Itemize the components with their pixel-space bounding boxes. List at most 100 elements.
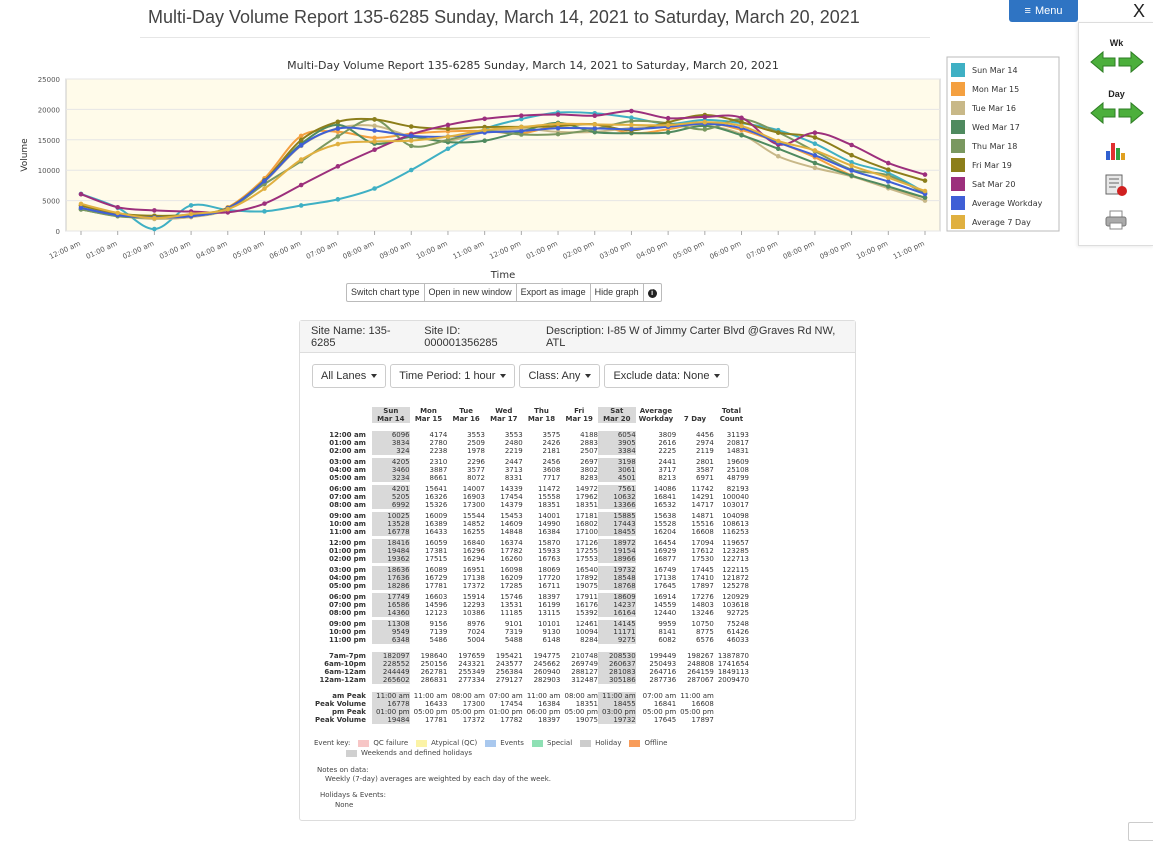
data-point [775, 138, 781, 144]
legend-label[interactable]: Mon Mar 15 [972, 85, 1019, 94]
row-label: 05:00 pm [328, 582, 366, 590]
legend-swatch[interactable] [951, 215, 965, 229]
notes-text: Weekly (7-day) averages are weighted by … [325, 775, 552, 783]
data-point [886, 160, 891, 166]
table-cell: 256384 [495, 668, 523, 676]
table-cell: 17749 [371, 591, 410, 601]
data-point [298, 137, 304, 143]
x-tick-label: 10:00 am [415, 239, 449, 260]
info-button[interactable]: i [644, 284, 661, 301]
data-point [886, 167, 891, 172]
hide-graph-button[interactable]: Hide graph [591, 284, 644, 301]
table-cell: 15746 [500, 593, 523, 601]
legend-label[interactable]: Fri Mar 19 [972, 161, 1012, 170]
data-point [408, 133, 414, 139]
legend-label[interactable]: Sat Mar 20 [972, 180, 1015, 189]
print-icon[interactable] [1104, 209, 1128, 231]
x-tick-label: 03:00 am [158, 239, 192, 260]
table-cell: 264159 [687, 668, 714, 676]
legend-swatch[interactable] [951, 82, 965, 96]
data-point [592, 122, 598, 127]
table-row: 6am-10pm 228552 250156 243321 243577 245662 26… [311, 660, 749, 668]
table-cell: 17181 [575, 512, 598, 520]
event-swatch [416, 739, 428, 747]
class-dropdown[interactable]: Class: Any [519, 364, 601, 388]
lanes-dropdown[interactable]: All Lanes [312, 364, 387, 388]
legend-swatch[interactable] [951, 177, 965, 191]
data-point [372, 147, 377, 153]
legend-swatch[interactable] [951, 139, 965, 153]
spacer-row [311, 684, 749, 692]
bar-chart-icon[interactable] [1104, 139, 1128, 161]
open-new-window-button[interactable]: Open in new window [425, 284, 517, 301]
table-cell: 46033 [726, 636, 750, 644]
legend-swatch[interactable] [951, 63, 965, 77]
table-cell: 18609 [598, 591, 636, 601]
legend-label[interactable]: Average Workday [972, 199, 1043, 208]
scroll-top-button[interactable] [1128, 822, 1153, 841]
table-cell: 17781 [425, 582, 448, 590]
data-point [519, 124, 524, 130]
legend-swatch[interactable] [951, 158, 965, 172]
info-icon: i [647, 289, 657, 298]
spacer-row [311, 644, 749, 652]
table-cell: 1978 [467, 447, 485, 455]
data-point [592, 113, 598, 118]
exclude-data-dropdown[interactable]: Exclude data: None [604, 364, 730, 388]
table-cell: 16841 [653, 493, 677, 501]
table-cell: 4205 [371, 456, 410, 466]
table-cell: 19362 [371, 555, 410, 565]
x-tick-label: 07:00 am [305, 239, 339, 260]
data-point [739, 123, 744, 129]
data-point [739, 119, 744, 125]
table-row: 08:00 pm 14360 12123 10386 11185 13115 15392 16… [311, 609, 750, 619]
legend-swatch[interactable] [951, 120, 965, 134]
next-week-arrow-icon[interactable] [1118, 50, 1144, 74]
export-image-button[interactable]: Export as image [517, 284, 591, 301]
table-cell: 17911 [575, 593, 598, 601]
data-point [665, 122, 671, 128]
table-cell: 14291 [691, 493, 714, 501]
table-row: 07:00 am 5205 16326 16903 17454 15558 17962 106… [311, 493, 749, 501]
table-cell: 16260 [500, 555, 523, 563]
table-row: 05:00 am 3234 8661 8072 8331 7717 8283 4501 8213… [311, 474, 750, 484]
next-day-arrow-icon[interactable] [1118, 101, 1144, 125]
time-period-dropdown[interactable]: Time Period: 1 hour [390, 364, 516, 388]
table-cell: 17255 [575, 547, 598, 555]
table-cell: 194775 [533, 652, 561, 660]
report-icon[interactable] [1104, 173, 1128, 197]
legend-swatch[interactable] [951, 196, 965, 210]
table-cell: 12123 [425, 609, 448, 617]
close-button[interactable]: X [1133, 1, 1146, 21]
data-point [408, 167, 414, 173]
data-point [262, 178, 267, 184]
table-cell: 2219 [504, 447, 523, 455]
column-header: Sat Mar 20 [598, 407, 636, 423]
column-header: Tue Mar 16 [447, 407, 485, 423]
column-header: Thu Mar 18 [523, 407, 561, 423]
table-cell: 243321 [458, 660, 485, 668]
prev-day-arrow-icon[interactable] [1090, 101, 1116, 125]
legend-label[interactable]: Thu Mar 18 [971, 142, 1017, 151]
prev-week-arrow-icon[interactable] [1090, 50, 1116, 74]
switch-chart-type-button[interactable]: Switch chart type [347, 284, 425, 301]
column-header-line: Total [721, 407, 741, 415]
data-point [372, 123, 377, 129]
table-cell: 208530 [598, 652, 636, 660]
legend-swatch[interactable] [951, 101, 965, 115]
table-cell: 11472 [538, 485, 561, 493]
legend-label[interactable]: Average 7 Day [972, 218, 1031, 227]
table-cell: 16802 [575, 520, 598, 528]
menu-button[interactable]: ≡ Menu [1009, 0, 1078, 22]
table-cell: 14609 [500, 520, 523, 528]
table-cell: 10025 [371, 510, 410, 520]
table-row: 10:00 pm 9549 7139 7024 7319 9130 10094 11171 81… [311, 628, 749, 636]
table-cell: 16586 [371, 601, 410, 609]
table-cell: 199449 [649, 652, 677, 660]
table-cell: 245662 [533, 660, 561, 668]
legend-label[interactable]: Tue Mar 16 [971, 104, 1016, 113]
legend-label[interactable]: Wed Mar 17 [972, 123, 1020, 132]
legend-label[interactable]: Sun Mar 14 [972, 66, 1018, 75]
data-point [849, 152, 854, 158]
data-point [335, 126, 341, 131]
